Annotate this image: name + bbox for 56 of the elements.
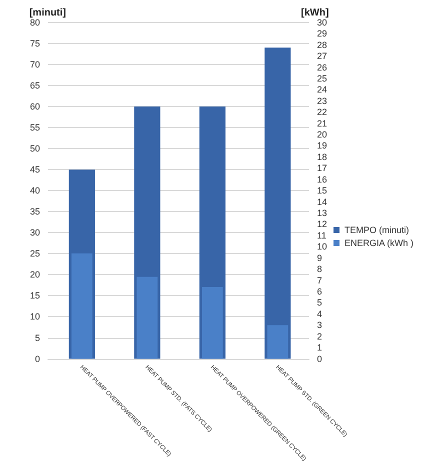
y2-tick-label: 1 [317, 342, 322, 353]
y2-tick-label: 9 [317, 252, 322, 263]
y2-tick-label: 12 [317, 219, 328, 230]
bar [202, 287, 223, 359]
y2-tick-label: 6 [317, 286, 322, 297]
y2-tick-label: 24 [317, 84, 328, 95]
y2-tick-label: 19 [317, 140, 328, 151]
y-tick-label: 25 [30, 248, 40, 259]
bar [267, 325, 288, 359]
legend-label: TEMPO (minuti) [344, 225, 410, 235]
y2-tick-label: 28 [317, 40, 328, 50]
y2-tick-label: 22 [317, 107, 328, 118]
y2-tick-label: 21 [317, 118, 328, 128]
y2-tick-label: 17 [317, 163, 328, 174]
y-tick-label: 60 [30, 101, 40, 112]
y2-tick-label: 20 [317, 130, 328, 140]
y2-tick-label: 13 [317, 208, 328, 218]
y-tick-label: 70 [30, 59, 40, 70]
y-tick-label: 80 [30, 17, 40, 28]
y2-axis-title: [kWh] [301, 8, 329, 18]
y2-tick-label: 11 [317, 230, 326, 240]
y-tick-label: 35 [30, 206, 40, 217]
y2-tick-label: 16 [317, 174, 328, 184]
y2-tick-label: 14 [317, 196, 328, 207]
y2-tick-label: 0 [317, 354, 322, 364]
legend-label: ENERGIA (kWh ) [344, 238, 414, 248]
y2-tick-label: 29 [317, 28, 328, 39]
y-axis-title: [minuti] [29, 8, 66, 18]
y-tick-label: 30 [30, 228, 40, 238]
y-tick-label: 40 [30, 186, 40, 196]
y2-tick-label: 27 [317, 51, 328, 62]
y2-tick-label: 3 [317, 320, 322, 330]
y-tick-label: 55 [30, 122, 40, 133]
y2-tick-label: 5 [317, 298, 322, 308]
y2-tick-label: 30 [317, 17, 328, 28]
y2-tick-label: 15 [317, 186, 328, 196]
y2-tick-label: 26 [317, 62, 328, 72]
y-tick-label: 75 [30, 38, 40, 48]
y2-tick-label: 18 [317, 152, 328, 162]
y-tick-label: 45 [30, 164, 40, 175]
bar [136, 276, 158, 359]
y2-tick-label: 23 [317, 96, 328, 106]
y2-tick-label: 4 [317, 308, 322, 319]
y-tick-label: 50 [30, 144, 40, 154]
y-tick-label: 5 [34, 332, 40, 343]
y-tick-label: 20 [30, 270, 40, 280]
y2-tick-label: 25 [317, 73, 328, 84]
y-tick-label: 0 [34, 354, 40, 364]
y-tick-label: 15 [30, 290, 40, 301]
y2-tick-label: 8 [317, 264, 322, 274]
y2-tick-label: 10 [317, 242, 328, 252]
y2-tick-label: 2 [317, 331, 322, 342]
y2-tick-label: 7 [317, 275, 322, 286]
bar [264, 48, 291, 359]
y-tick-label: 10 [30, 312, 40, 322]
y-tick-label: 65 [30, 80, 40, 90]
